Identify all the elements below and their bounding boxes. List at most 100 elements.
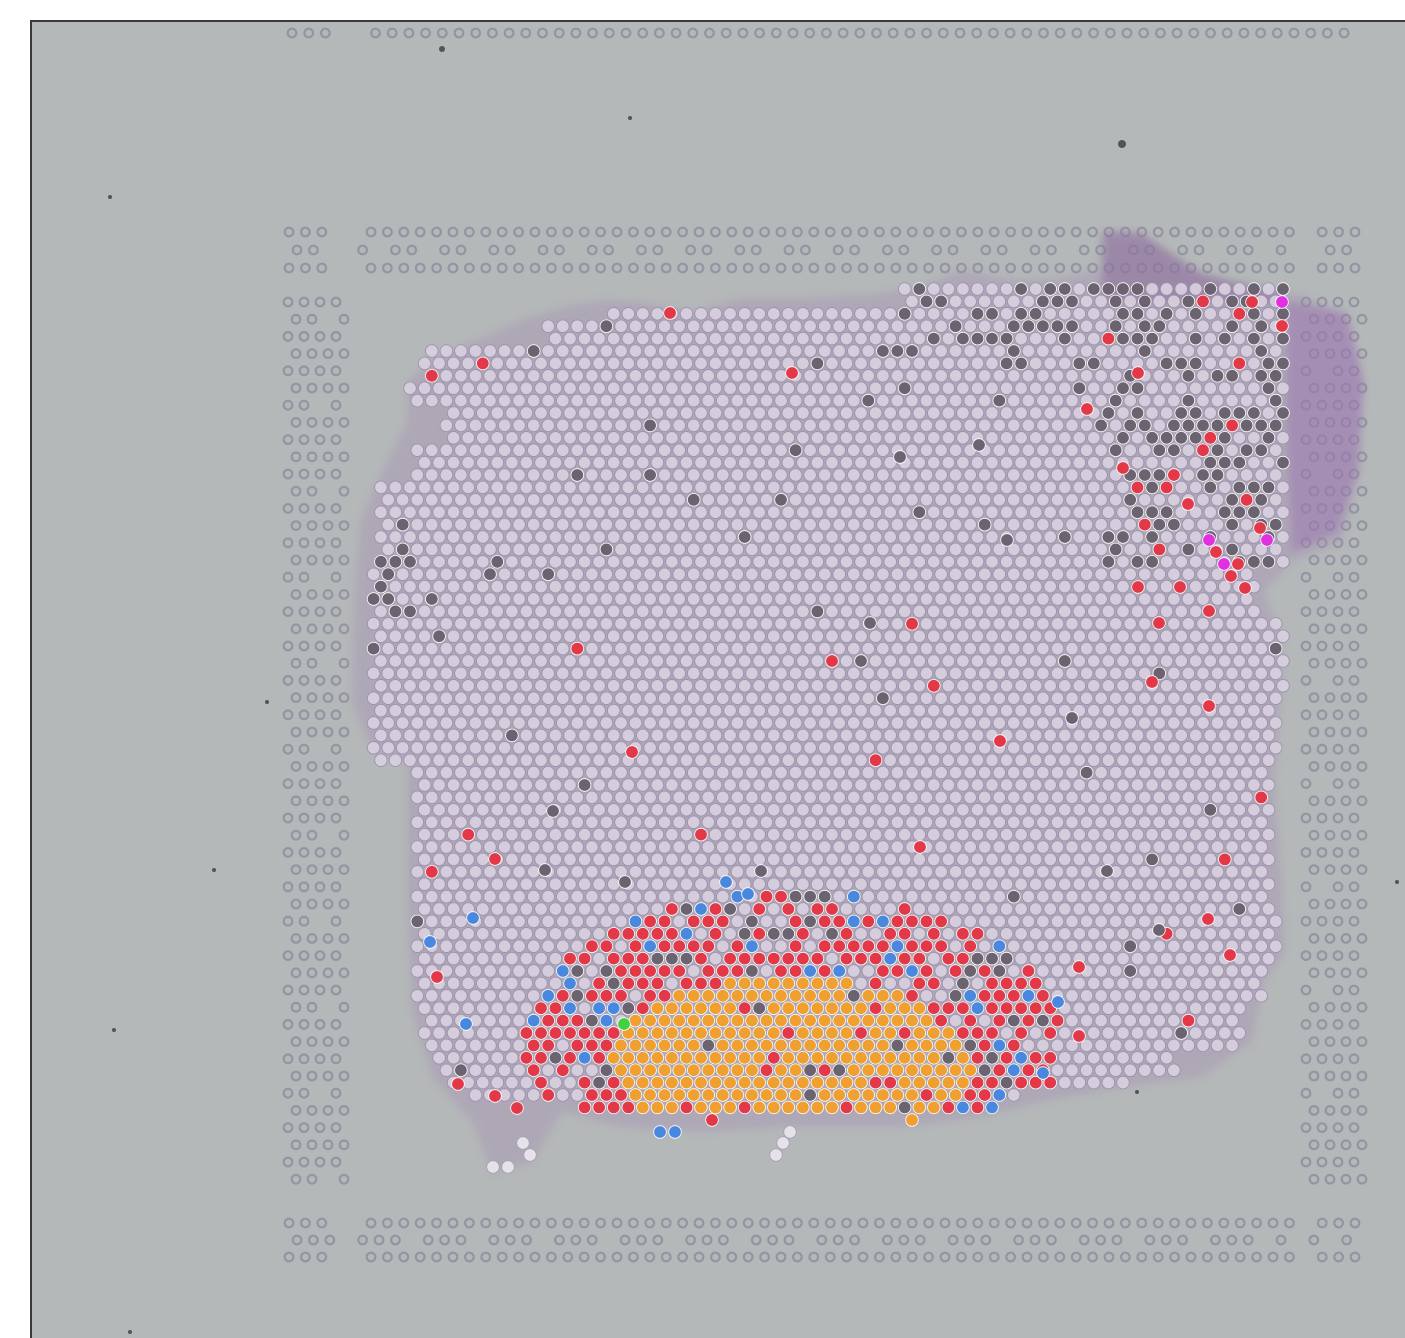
tissue-image-viewer[interactable] bbox=[30, 20, 1405, 1338]
spot bbox=[519, 927, 534, 941]
fiducial-dot bbox=[1356, 726, 1368, 738]
spot bbox=[1188, 753, 1203, 767]
spot bbox=[803, 1088, 817, 1102]
spot bbox=[686, 840, 701, 854]
spot bbox=[606, 827, 621, 842]
fiducial-dot bbox=[455, 1234, 467, 1246]
spot bbox=[927, 480, 941, 495]
fiducial-dot bbox=[1324, 864, 1336, 875]
spot bbox=[737, 629, 752, 643]
spot bbox=[810, 654, 825, 668]
spot bbox=[483, 914, 497, 929]
spot bbox=[1210, 840, 1225, 854]
spot bbox=[1174, 703, 1188, 718]
spot bbox=[999, 604, 1014, 619]
fiducial-dot bbox=[338, 382, 350, 394]
spot bbox=[512, 393, 526, 408]
spot bbox=[1058, 381, 1072, 395]
spot bbox=[395, 716, 410, 730]
spot bbox=[1261, 703, 1276, 718]
fiducial-dot bbox=[887, 27, 899, 39]
spot bbox=[650, 927, 665, 941]
spot bbox=[577, 331, 592, 346]
spot bbox=[1065, 468, 1079, 482]
spot bbox=[636, 803, 650, 817]
fiducial-dot bbox=[1177, 1234, 1188, 1246]
fiducial-dot bbox=[1054, 262, 1066, 274]
spot bbox=[876, 790, 890, 805]
spot bbox=[1145, 654, 1159, 668]
spot bbox=[614, 790, 628, 805]
spot bbox=[1167, 294, 1181, 309]
spot bbox=[1239, 344, 1254, 358]
spot bbox=[1130, 406, 1145, 420]
spot bbox=[839, 902, 854, 916]
spot bbox=[1079, 815, 1094, 829]
fiducial-dot bbox=[1005, 1251, 1016, 1263]
spot bbox=[774, 517, 788, 532]
spot bbox=[636, 1001, 650, 1015]
spot bbox=[716, 493, 730, 507]
fiducial-dot bbox=[322, 623, 334, 635]
spot bbox=[439, 592, 454, 606]
spot bbox=[716, 418, 730, 433]
spot bbox=[1065, 393, 1079, 408]
spot bbox=[1108, 889, 1123, 904]
spot bbox=[628, 443, 643, 457]
fiducial-dot bbox=[841, 262, 852, 274]
spot bbox=[628, 468, 643, 482]
spot bbox=[912, 852, 927, 867]
spot bbox=[1028, 877, 1043, 891]
spot bbox=[497, 939, 512, 953]
spot bbox=[876, 542, 890, 557]
spot bbox=[548, 728, 563, 743]
fiducial-dot bbox=[298, 537, 310, 549]
spot bbox=[1203, 827, 1218, 842]
spot bbox=[570, 319, 585, 333]
spot bbox=[948, 765, 963, 780]
spot bbox=[919, 716, 934, 730]
fiducial-dot bbox=[464, 1217, 475, 1229]
spot bbox=[1036, 493, 1050, 507]
spot bbox=[476, 703, 490, 718]
spot bbox=[1174, 753, 1188, 767]
spot bbox=[1021, 493, 1036, 507]
spot bbox=[599, 493, 614, 507]
spot bbox=[839, 778, 854, 792]
spot bbox=[657, 840, 672, 854]
spot bbox=[1094, 617, 1108, 631]
spot bbox=[577, 679, 592, 693]
spot bbox=[948, 1063, 963, 1077]
spot bbox=[948, 914, 963, 929]
spot bbox=[1196, 716, 1210, 730]
spot bbox=[1058, 431, 1072, 445]
spot bbox=[898, 307, 912, 321]
spot bbox=[686, 517, 701, 532]
fiducial-dot bbox=[677, 262, 688, 274]
fiducial-dot bbox=[1004, 27, 1016, 39]
spot bbox=[687, 1088, 701, 1102]
spot bbox=[636, 406, 650, 420]
fiducial-dot bbox=[298, 812, 310, 824]
spot bbox=[585, 1063, 599, 1077]
spot bbox=[1065, 765, 1079, 780]
spot bbox=[592, 406, 606, 420]
fiducial-dot bbox=[282, 571, 294, 583]
fiducial-dot bbox=[1021, 226, 1033, 238]
fiducial-dot bbox=[1348, 1053, 1360, 1065]
spot bbox=[956, 431, 970, 445]
spot bbox=[948, 641, 963, 656]
spot bbox=[643, 1038, 657, 1053]
spot bbox=[1152, 294, 1167, 309]
fiducial-dot bbox=[480, 262, 492, 274]
spot bbox=[599, 865, 614, 879]
spot bbox=[1094, 493, 1108, 507]
spot bbox=[1123, 542, 1137, 557]
spot bbox=[1225, 716, 1239, 730]
spot bbox=[781, 505, 796, 519]
spot bbox=[963, 617, 977, 631]
spot bbox=[1210, 716, 1225, 730]
spot bbox=[1159, 753, 1174, 767]
spot bbox=[810, 703, 825, 718]
spot bbox=[694, 331, 708, 346]
